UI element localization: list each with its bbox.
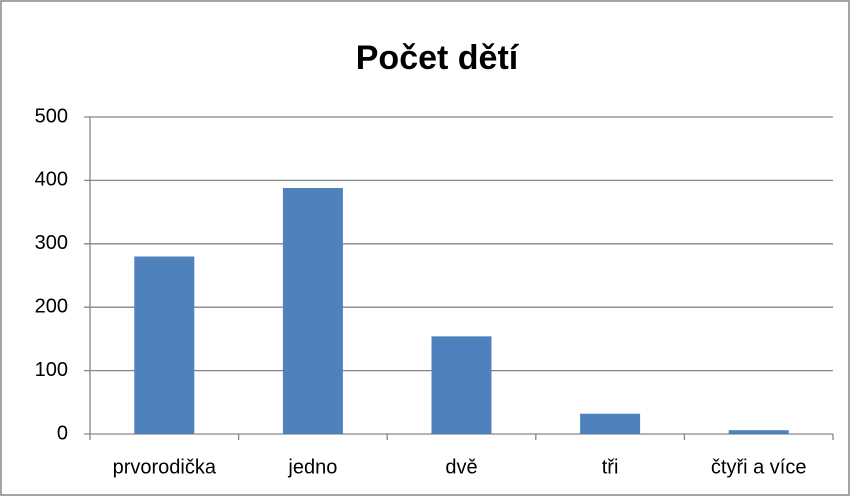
bar [580,413,641,434]
bar [431,336,492,434]
x-tick-label: čtyři a více [711,456,807,478]
y-tick-label: 500 [35,105,68,127]
y-tick-label: 400 [35,169,68,191]
bar [282,188,343,434]
y-tick-label: 0 [57,422,68,444]
x-tick-label: jedno [287,456,337,478]
x-tick-label: prvorodička [113,456,217,478]
x-tick-label: dvě [445,456,477,478]
y-tick-label: 100 [35,359,68,381]
bar [134,256,195,434]
bar [728,430,789,434]
y-tick-label: 300 [35,232,68,254]
chart-title: Počet dětí [356,39,520,77]
x-tick-label: tři [602,456,619,478]
y-tick-label: 200 [35,295,68,317]
